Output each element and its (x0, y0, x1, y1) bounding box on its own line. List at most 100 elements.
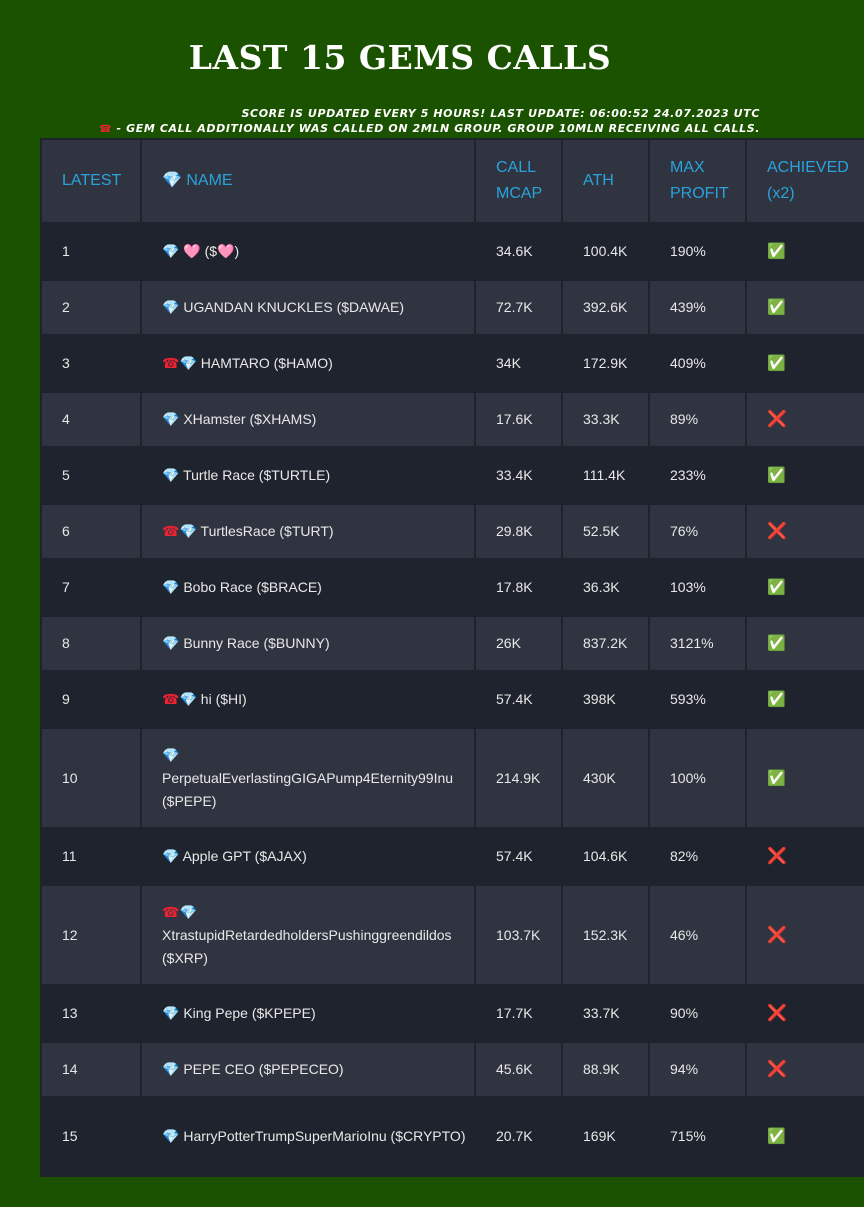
table-body: 1 💎 🩷 ($🩷) 34.6K 100.4K 190% ✅ 2 💎 UGANDAN KNUC… (42, 224, 864, 1175)
cell-achieved: ✅ (747, 672, 864, 727)
cell-achieved: ✅ (747, 224, 864, 279)
cell-achieved: ✅ (747, 729, 864, 827)
check-mark-icon: ✅ (767, 635, 786, 652)
cell-call-mcap: 34.6K (476, 224, 561, 279)
token-name: XHamster ($XHAMS) (183, 411, 317, 427)
cell-call-mcap: 45.6K (476, 1043, 561, 1096)
gem-icon: 💎 (162, 411, 180, 427)
table-row: 8 💎 Bunny Race ($BUNNY) 26K 837.2K 3121% ✅ (42, 617, 864, 670)
gem-icon: 💎 (162, 848, 180, 864)
column-header-call-mcap[interactable]: CALL MCAP (476, 140, 561, 222)
cell-ath: 52.5K (563, 505, 648, 558)
column-header-name-label: NAME (186, 172, 233, 189)
check-mark-icon: ✅ (767, 467, 786, 484)
table-row: 6 ☎💎 TurtlesRace ($TURT) 29.8K 52.5K 76% ❌ (42, 505, 864, 558)
phone-icon: ☎ (162, 355, 180, 371)
page-title: LAST 15 GEMS CALLS (188, 38, 612, 77)
cell-ath: 172.9K (563, 336, 648, 391)
cell-achieved: ❌ (747, 986, 864, 1041)
check-mark-icon: ✅ (767, 243, 786, 260)
cell-max-profit: 103% (650, 560, 745, 615)
gem-icon: 💎 (162, 172, 182, 189)
token-name: PerpetualEverlastingGIGAPump4Eternity99I… (162, 769, 454, 809)
cell-max-profit: 3121% (650, 617, 745, 670)
column-header-ath[interactable]: ATH (563, 140, 648, 222)
cell-achieved: ❌ (747, 393, 864, 446)
cell-latest: 5 (42, 448, 140, 503)
token-name: King Pepe ($KPEPE) (183, 1005, 316, 1021)
cell-call-mcap: 33.4K (476, 448, 561, 503)
cell-max-profit: 90% (650, 986, 745, 1041)
token-name: HAMTARO ($HAMO) (200, 355, 333, 371)
cell-ath: 36.3K (563, 560, 648, 615)
table-row: 11 💎 Apple GPT ($AJAX) 57.4K 104.6K 82% ❌ (42, 829, 864, 884)
token-name: HarryPotterTrumpSuperMarioInu ($CRYPTO) (183, 1128, 466, 1144)
phone-icon: ☎ (162, 903, 180, 920)
table-row: 2 💎 UGANDAN KNUCKLES ($DAWAE) 72.7K 392.6K 4… (42, 281, 864, 334)
cell-max-profit: 233% (650, 448, 745, 503)
cell-name: ☎💎 HAMTARO ($HAMO) (142, 336, 474, 391)
cell-ath: 398K (563, 672, 648, 727)
cell-achieved: ❌ (747, 505, 864, 558)
check-mark-icon: ✅ (767, 355, 786, 372)
token-name: UGANDAN KNUCKLES ($DAWAE) (183, 299, 404, 315)
cross-mark-icon: ❌ (767, 1005, 787, 1022)
cell-max-profit: 89% (650, 393, 745, 446)
cell-latest: 2 (42, 281, 140, 334)
cell-name: 💎 Turtle Race ($TURTLE) (142, 448, 474, 503)
cell-name: 💎 HarryPotterTrumpSuperMarioInu ($CRYPTO… (142, 1098, 474, 1175)
gem-icon: 💎 (162, 746, 180, 763)
cell-achieved: ✅ (747, 448, 864, 503)
cell-call-mcap: 103.7K (476, 886, 561, 984)
table-row: 14 💎 PEPE CEO ($PEPECEO) 45.6K 88.9K 94% ❌ (42, 1043, 864, 1096)
gem-icon: 💎 (162, 635, 180, 651)
group-note-text: - GEM CALL ADDITIONALLY WAS CALLED ON 2M… (112, 122, 760, 135)
cell-achieved: ✅ (747, 336, 864, 391)
token-name: XtrastupidRetardedholdersPushinggreendil… (162, 926, 452, 966)
gem-icon: 💎 (162, 299, 180, 315)
cell-call-mcap: 29.8K (476, 505, 561, 558)
cell-latest: 11 (42, 829, 140, 884)
gem-icon: 💎 (179, 903, 197, 920)
cell-name: ☎💎 hi ($HI) (142, 672, 474, 727)
column-header-max-profit[interactable]: MAX PROFIT (650, 140, 745, 222)
check-mark-icon: ✅ (767, 769, 786, 787)
cell-latest: 8 (42, 617, 140, 670)
column-header-latest[interactable]: LATEST (42, 140, 140, 222)
cell-call-mcap: 20.7K (476, 1098, 561, 1175)
gem-icon: 💎 (162, 1061, 180, 1077)
token-name: Turtle Race ($TURTLE) (183, 467, 331, 483)
cell-name: 💎 PerpetualEverlastingGIGAPump4Eternity9… (142, 729, 474, 827)
cell-achieved: ❌ (747, 1043, 864, 1096)
token-name: Apple GPT ($AJAX) (182, 848, 307, 864)
cell-name: 💎 Bunny Race ($BUNNY) (142, 617, 474, 670)
cell-call-mcap: 57.4K (476, 672, 561, 727)
cell-achieved: ✅ (747, 560, 864, 615)
table-row: 10 💎 PerpetualEverlastingGIGAPump4Eternit… (42, 729, 864, 827)
cell-latest: 14 (42, 1043, 140, 1096)
cell-max-profit: 94% (650, 1043, 745, 1096)
cell-call-mcap: 214.9K (476, 729, 561, 827)
gem-icon: 💎 (179, 355, 197, 371)
cross-mark-icon: ❌ (767, 848, 787, 865)
check-mark-icon: ✅ (767, 579, 786, 596)
cell-ath: 33.7K (563, 986, 648, 1041)
cell-call-mcap: 26K (476, 617, 561, 670)
gem-icon: 💎 (162, 1005, 180, 1021)
column-header-achieved[interactable]: ACHIEVED (x2) (747, 140, 864, 222)
cross-mark-icon: ❌ (767, 523, 787, 540)
cell-ath: 152.3K (563, 886, 648, 984)
token-name: TurtlesRace ($TURT) (200, 523, 334, 539)
phone-icon: ☎ (99, 124, 113, 135)
table-row: 9 ☎💎 hi ($HI) 57.4K 398K 593% ✅ (42, 672, 864, 727)
table-row: 13 💎 King Pepe ($KPEPE) 17.7K 33.7K 90% ❌ (42, 986, 864, 1041)
token-name: Bunny Race ($BUNNY) (183, 635, 330, 651)
column-header-name[interactable]: 💎 NAME (142, 140, 474, 222)
cell-max-profit: 46% (650, 886, 745, 984)
cell-max-profit: 593% (650, 672, 745, 727)
table-row: 15 💎 HarryPotterTrumpSuperMarioInu ($CRYP… (42, 1098, 864, 1175)
token-name: hi ($HI) (200, 691, 247, 707)
cell-latest: 4 (42, 393, 140, 446)
cell-call-mcap: 17.7K (476, 986, 561, 1041)
cell-latest: 13 (42, 986, 140, 1041)
